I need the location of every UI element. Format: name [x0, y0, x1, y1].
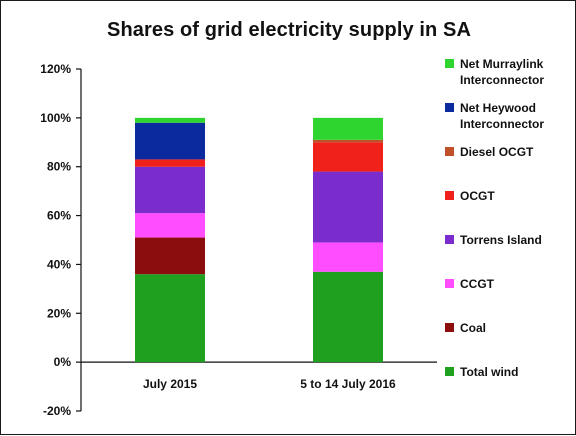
- legend-label: Net Heywood Interconnector: [460, 101, 544, 131]
- x-category-label: July 2015: [143, 377, 197, 391]
- x-category-label: 5 to 14 July 2016: [300, 377, 396, 391]
- y-tick-label: -20%: [43, 404, 71, 418]
- legend-label: CCGT: [460, 277, 495, 291]
- bar-segment: [313, 142, 383, 172]
- bar-segment: [313, 271, 383, 363]
- chart-title: Shares of grid electricity supply in SA: [107, 19, 471, 41]
- bar-segment: [313, 117, 383, 140]
- y-tick-label: 120%: [40, 62, 71, 76]
- legend-swatch: [445, 235, 454, 244]
- legend-swatch: [445, 323, 454, 332]
- legend-swatch: [445, 279, 454, 288]
- legend-swatch: [445, 367, 454, 376]
- legend-swatch: [445, 59, 454, 68]
- y-tick-label: 80%: [47, 160, 71, 174]
- legend-swatch: [445, 147, 454, 156]
- bar-segment: [135, 117, 205, 123]
- bar-segment: [135, 166, 205, 214]
- legend-label: OCGT: [460, 189, 495, 203]
- legend-swatch: [445, 191, 454, 200]
- legend-label: Diesel OCGT: [460, 145, 534, 159]
- bar-segment: [313, 139, 383, 143]
- y-tick-label: 100%: [40, 111, 71, 125]
- y-tick-label: 20%: [47, 306, 71, 320]
- bar-segment: [135, 122, 205, 160]
- legend-label: Torrens Island: [460, 233, 542, 247]
- legend-swatch: [445, 103, 454, 112]
- y-tick-label: 0%: [54, 355, 72, 369]
- bar-segment: [135, 237, 205, 275]
- bar-segment: [135, 159, 205, 167]
- legend-label: Total wind: [460, 365, 518, 379]
- y-tick-label: 40%: [47, 257, 71, 271]
- bar-segment: [135, 213, 205, 238]
- bar-segment: [135, 274, 205, 363]
- y-tick-label: 60%: [47, 209, 71, 223]
- bar-segment: [313, 242, 383, 272]
- legend-label: Net Murraylink Interconnector: [460, 57, 544, 87]
- legend-label: Coal: [460, 321, 486, 335]
- bar-segment: [313, 171, 383, 243]
